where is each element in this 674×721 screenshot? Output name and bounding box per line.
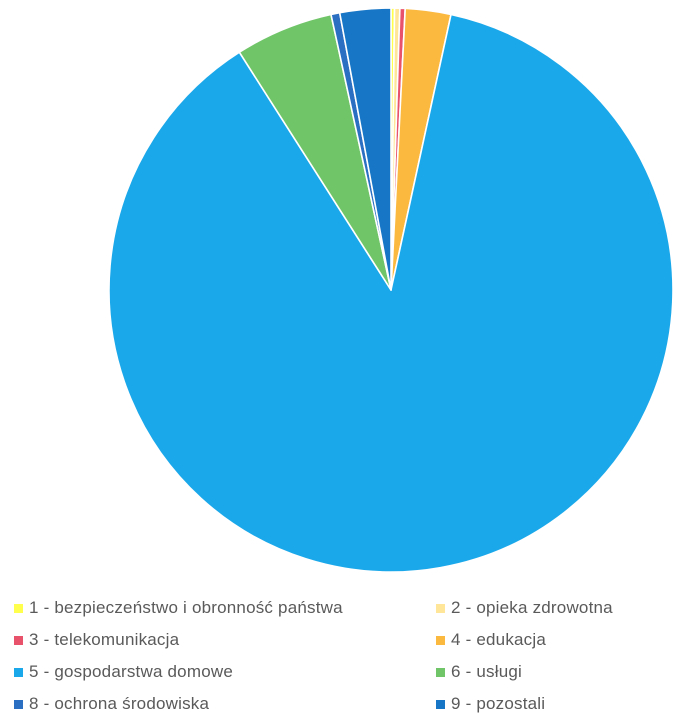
- legend-swatch-edukacja: [436, 635, 445, 645]
- legend-item-ochrona-srodowiska: 8 - ochrona środowiska: [14, 692, 436, 716]
- legend-item-bezpieczenstwo: 1 - bezpieczeństwo i obronność państwa: [14, 596, 436, 620]
- legend-swatch-bezpieczenstwo: [14, 603, 23, 613]
- legend-label-telekomunikacja: 3 - telekomunikacja: [29, 630, 180, 649]
- legend-item-opieka-zdrowotna: 2 - opieka zdrowotna: [436, 596, 664, 620]
- legend-item-pozostali: 9 - pozostali: [436, 692, 664, 716]
- legend-label-opieka-zdrowotna: 2 - opieka zdrowotna: [451, 598, 613, 617]
- pie-slice-pozostali: [338, 7, 392, 291]
- legend: 1 - bezpieczeństwo i obronność państwa 2…: [14, 596, 664, 716]
- legend-swatch-pozostali: [436, 699, 445, 709]
- legend-swatch-ochrona-srodowiska: [14, 699, 23, 709]
- legend-swatch-gospodarstwa-domowe: [14, 667, 23, 677]
- legend-item-uslugi: 6 - usługi: [436, 660, 664, 684]
- legend-label-pozostali: 9 - pozostali: [451, 694, 546, 713]
- legend-item-telekomunikacja: 3 - telekomunikacja: [14, 628, 436, 652]
- legend-label-edukacja: 4 - edukacja: [451, 630, 547, 649]
- legend-label-gospodarstwa-domowe: 5 - gospodarstwa domowe: [29, 662, 233, 681]
- legend-item-gospodarstwa-domowe: 5 - gospodarstwa domowe: [14, 660, 436, 684]
- legend-item-edukacja: 4 - edukacja: [436, 628, 664, 652]
- legend-swatch-uslugi: [436, 667, 445, 677]
- pie-chart-plot: [108, 7, 674, 573]
- pie-slice-gospodarstwa-domowe: [108, 13, 674, 573]
- legend-label-uslugi: 6 - usługi: [451, 662, 522, 681]
- legend-swatch-telekomunikacja: [14, 635, 23, 645]
- legend-swatch-opieka-zdrowotna: [436, 603, 445, 613]
- legend-label-bezpieczenstwo: 1 - bezpieczeństwo i obronność państwa: [29, 598, 343, 617]
- legend-label-ochrona-srodowiska: 8 - ochrona środowiska: [29, 694, 210, 713]
